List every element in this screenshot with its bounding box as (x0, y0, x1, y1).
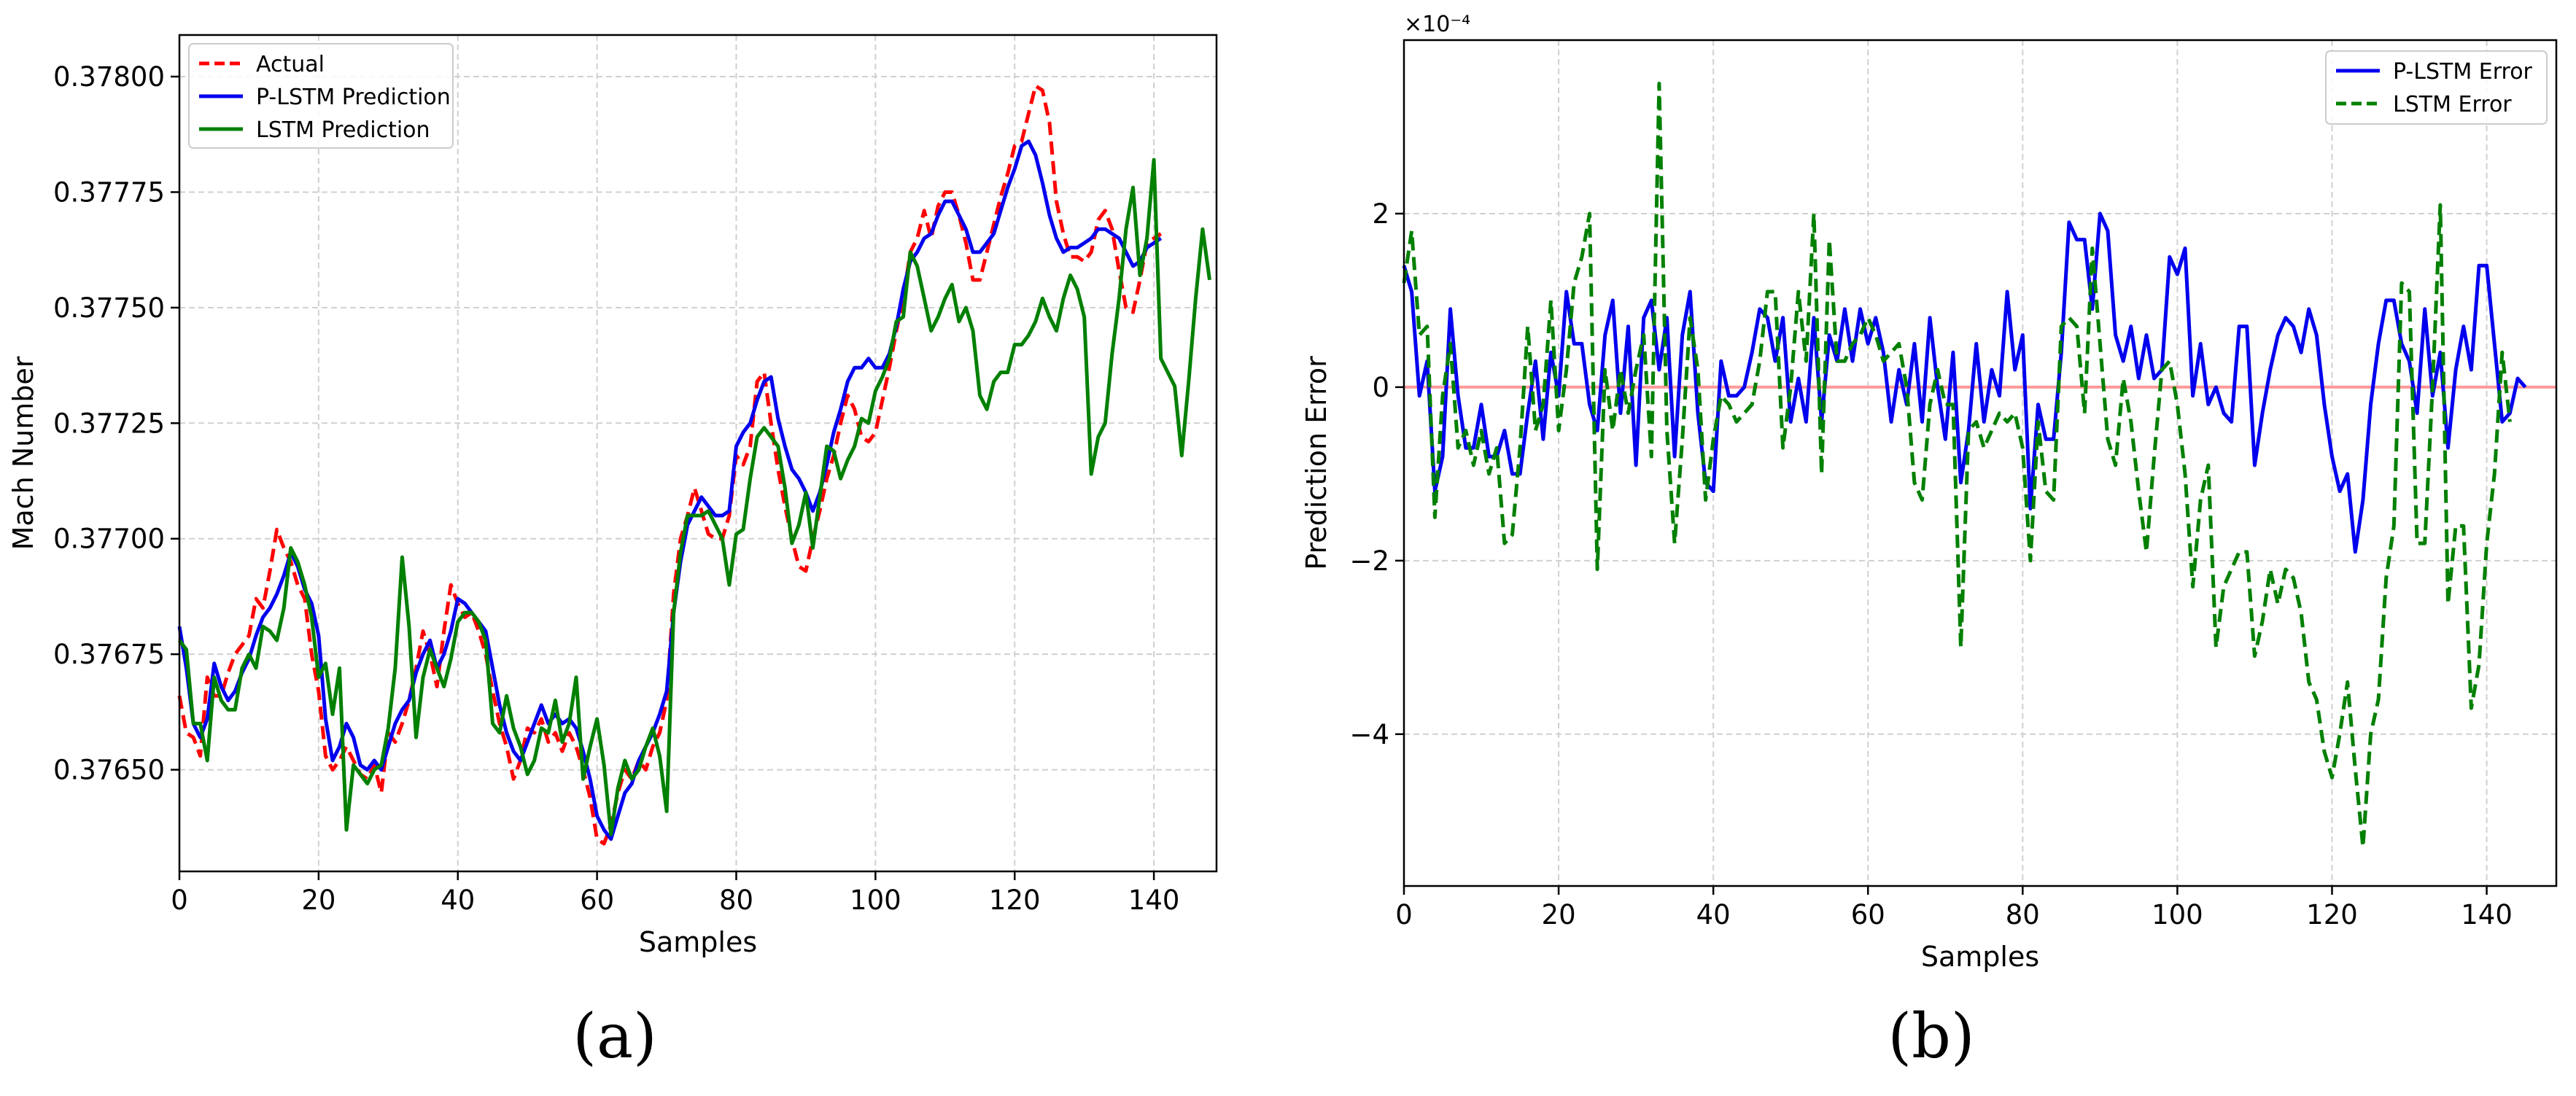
x-tick-label: 0 (171, 885, 188, 916)
y-scale-label: ×10⁻⁴ (1404, 12, 1470, 37)
x-tick-label: 100 (850, 885, 901, 916)
x-tick-label: 20 (301, 885, 335, 916)
legend-entry-label: P-LSTM Prediction (256, 85, 451, 110)
x-tick-label: 140 (2461, 899, 2513, 930)
x-tick-label: 100 (2152, 899, 2203, 930)
y-tick-label: 0.37800 (53, 61, 165, 93)
y-tick-label: 0 (1372, 372, 1389, 403)
chart-a: 0 20 40 60 80 100 120 140 0.37650 0.37675 0.37700 0… (7, 34, 1218, 958)
series-line-lstm-error (1402, 82, 2512, 849)
y-tick-label: −4 (1349, 719, 1389, 750)
y-tick-label: 0.37675 (53, 639, 165, 670)
y-tick-label: 2 (1372, 198, 1389, 230)
x-tick-label: 20 (1542, 899, 1576, 930)
legend-entry-label: P-LSTM Error (2393, 59, 2533, 85)
y-tick-label: 0.37650 (53, 755, 165, 786)
x-tick-label: 60 (1851, 899, 1885, 930)
series-line-p-lstm-error (1402, 211, 2527, 554)
plot-frame (178, 34, 1218, 873)
x-tick-label: 40 (441, 885, 475, 916)
x-tick-label: 40 (1696, 899, 1731, 930)
x-axis-label: Samples (639, 926, 757, 958)
panel-label-b: (b) (1888, 1000, 1975, 1072)
panel-label-a: (a) (573, 1000, 657, 1072)
x-tick-label: 80 (2006, 899, 2040, 930)
y-axis-label: Mach Number (7, 356, 39, 550)
x-tick-label: 120 (2306, 899, 2358, 930)
y-axis-label: Prediction Error (1300, 356, 1332, 570)
plot-frame (1403, 39, 2558, 887)
legend: P-LSTM Error LSTM Error (2325, 50, 2548, 125)
legend-box (188, 43, 454, 149)
x-tick-label: 60 (580, 885, 614, 916)
y-tick-label: 0.37750 (53, 292, 165, 324)
y-tick-label: 0.37725 (53, 408, 165, 439)
x-axis-label: Samples (1921, 941, 2039, 973)
legend-entry-label: LSTM Error (2393, 92, 2512, 117)
chart-b: 0 20 40 60 80 100 120 140 −4 −2 0 2 Samples Predictio… (1300, 12, 2558, 973)
legend-entry-label: Actual (256, 52, 325, 77)
x-tick-label: 0 (1395, 899, 1413, 930)
legend: Actual P-LSTM Prediction LSTM Prediction (188, 43, 454, 149)
x-tick-label: 120 (989, 885, 1041, 916)
legend-entry-label: LSTM Prediction (256, 117, 430, 143)
series-line-lstm-prediction (177, 158, 1211, 836)
legend-box (2325, 50, 2548, 125)
x-tick-label: 80 (719, 885, 753, 916)
y-tick-label: 0.37700 (53, 524, 165, 555)
y-tick-label: 0.37775 (53, 176, 165, 208)
x-tick-label: 140 (1128, 885, 1180, 916)
y-tick-label: −2 (1349, 545, 1389, 577)
